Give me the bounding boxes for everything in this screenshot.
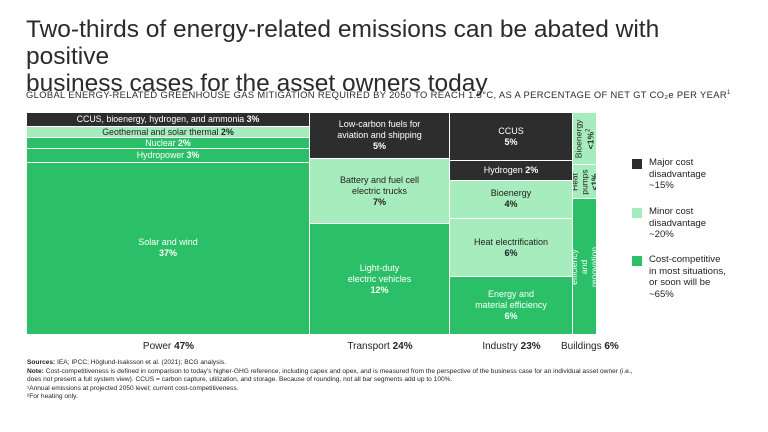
segment-value: 2% (178, 137, 191, 148)
segment-transport-light-duty-electric-vehicles: Light-duty electric vehicles 12% (310, 224, 450, 335)
note-line-1: Note: Cost-competitiveness is defined in… (27, 368, 747, 377)
segment-industry-bioenergy: Bioenergy 4% (450, 180, 573, 220)
category-total: 6% (604, 341, 619, 352)
category-name: Industry (482, 341, 518, 352)
subtitle-text: GLOBAL ENERGY-RELATED GREENHOUSE GAS MIT… (26, 89, 727, 100)
segment-label-ccus-bioenergy-hydrogen-and-ammonia: CCUS, bioenergy, hydrogen, and ammonia 3… (77, 114, 260, 124)
segment-value: 7% (372, 196, 386, 207)
sources-line: Sources: IEA; IPCC; Höglund-Isaksson et … (27, 359, 747, 368)
segment-label-energy-and-material-efficiency: Energy and material efficiency 6% (475, 289, 547, 322)
segment-buildings-energy-efficiency-and-renovation: Energy efficiency and renovation4% (573, 199, 597, 335)
note-label: Note: (27, 367, 44, 375)
segment-power-nuclear: Nuclear 2% (27, 137, 310, 149)
segment-industry-hydrogen: Hydrogen 2% (450, 161, 573, 181)
segment-value: 4% (504, 199, 518, 210)
segment-value: 2% (525, 164, 539, 175)
segment-label-energy-efficiency-and-renovation: Energy efficiency and renovation4% (573, 246, 597, 287)
segment-buildings-heat-pumps: Heat pumps <1% (573, 165, 597, 199)
segment-name: Solar and wind (138, 237, 198, 248)
category-total: 24% (392, 341, 413, 352)
category-label-buildings: Buildings 6% (561, 341, 621, 352)
segment-value: <1% (589, 173, 597, 191)
segment-buildings-bioenergy: Bioenergy <1%2 (573, 113, 597, 165)
segment-label-geothermal-and-solar-thermal: Geothermal and solar thermal 2% (102, 127, 234, 137)
footnote-2: ²For heating only. (27, 393, 78, 401)
segment-value: 3% (186, 150, 200, 161)
segment-label-nuclear: Nuclear 2% (145, 138, 190, 148)
segment-name: Bioenergy (573, 119, 584, 158)
segment-value: 3% (246, 114, 260, 125)
segment-name: Battery and fuel cell electric trucks (339, 174, 420, 196)
segment-power-solar-and-wind: Solar and wind 37% (27, 162, 310, 335)
category-label-industry: Industry 23% (462, 341, 562, 352)
category-name: Power (142, 341, 172, 352)
segment-label-hydrogen: Hydrogen 2% (484, 165, 539, 176)
segment-value: 2% (221, 126, 234, 137)
segment-value: <1% (585, 131, 596, 149)
subtitle-footnote-marker: 1 (726, 89, 731, 96)
segment-name: CCUS, bioenergy, hydrogen, and ammonia (76, 114, 245, 125)
category-name: Buildings (561, 341, 602, 352)
segment-value: 37% (158, 248, 177, 259)
segment-label-hydropower: Hydropower 3% (137, 150, 200, 160)
chart-subtitle: GLOBAL ENERGY-RELATED GREENHOUSE GAS MIT… (26, 89, 746, 100)
sources-label: Sources: (27, 359, 56, 366)
legend-label-competitive: Cost-competitive in most situations, or … (649, 254, 726, 300)
segment-name: Light-duty electric vehicles (347, 262, 412, 284)
segment-name: Low-carbon fuels for aviation and shippi… (337, 119, 422, 141)
segment-name: Hydropower (136, 150, 185, 161)
category-total: 23% (520, 341, 541, 352)
segment-value: 12% (370, 284, 389, 295)
note-line-2: does not present a full system view). CC… (27, 376, 453, 384)
sources-text: IEA; IPCC; Höglund-Isaksson et al. (2021… (55, 359, 226, 366)
segment-value: 5% (372, 141, 386, 152)
segment-name: Geothermal and solar thermal (102, 126, 219, 137)
marimekko-chart: CCUS, bioenergy, hydrogen, and ammonia 3… (27, 113, 597, 335)
segment-industry-heat-electrification: Heat electrification 6% (450, 219, 573, 278)
legend-swatch-minor (632, 208, 642, 218)
page-title: Two-thirds of energy-related emissions c… (26, 16, 660, 97)
segment-power-geothermal-and-solar-thermal: Geothermal and solar thermal 2% (27, 126, 310, 138)
legend-swatch-major (632, 159, 642, 169)
segment-label-low-carbon-fuels-for-aviation-and-shipping: Low-carbon fuels for aviation and shippi… (337, 119, 422, 152)
legend-swatch-competitive (632, 256, 642, 266)
segment-name: Bioenergy (490, 188, 532, 199)
segment-value: 6% (504, 311, 518, 322)
segment-name: Energy and material efficiency (475, 289, 547, 311)
category-total: 47% (174, 341, 195, 352)
segment-label-heat-pumps: Heat pumps <1% (573, 168, 597, 195)
segment-name: Energy efficiency and renovation (573, 246, 597, 287)
segment-label-light-duty-electric-vehicles: Light-duty electric vehicles 12% (348, 263, 412, 296)
segment-power-hydropower: Hydropower 3% (27, 148, 310, 163)
segment-label-solar-and-wind: Solar and wind 37% (138, 237, 198, 259)
segment-label-bioenergy: Bioenergy 4% (491, 188, 532, 210)
footnote-1: ¹Annual emissions at projected 2050 leve… (27, 384, 239, 392)
segment-value: 6% (504, 247, 518, 258)
segment-name: Heat pumps (573, 168, 590, 195)
segment-name: Heat electrification (473, 236, 549, 247)
segment-label-heat-electrification: Heat electrification 6% (474, 237, 548, 259)
category-label-power: Power 47% (119, 341, 219, 352)
legend-label-major: Major cost disadvantage ~15% (649, 157, 707, 191)
segment-name: CCUS (498, 125, 524, 136)
segment-transport-low-carbon-fuels-for-aviation-and-shipping: Low-carbon fuels for aviation and shippi… (310, 113, 450, 160)
category-name: Transport (347, 341, 390, 352)
segment-transport-battery-and-fuel-cell-electric-trucks: Battery and fuel cell electric trucks 7% (310, 159, 450, 224)
segment-value: 5% (504, 136, 518, 147)
chart-notes: Sources: IEA; IPCC; Höglund-Isaksson et … (27, 359, 747, 402)
segment-footnote-marker: 2 (585, 128, 592, 132)
segment-power-ccus-bioenergy-hydrogen-and-ammonia: CCUS, bioenergy, hydrogen, and ammonia 3… (27, 113, 310, 127)
segment-label-bioenergy: Bioenergy <1%2 (574, 119, 596, 158)
segment-label-ccus: CCUS 5% (498, 126, 524, 148)
segment-name: Nuclear (145, 137, 176, 148)
legend-label-minor: Minor cost disadvantage ~20% (649, 206, 707, 240)
category-label-transport: Transport 24% (330, 341, 430, 352)
segment-name: Hydrogen (483, 164, 523, 175)
segment-label-battery-and-fuel-cell-electric-trucks: Battery and fuel cell electric trucks 7% (340, 175, 419, 208)
segment-industry-energy-and-material-efficiency: Energy and material efficiency 6% (450, 277, 573, 335)
note-text-1: Cost-competitiveness is defined in compa… (43, 367, 633, 375)
segment-industry-ccus: CCUS 5% (450, 113, 573, 162)
